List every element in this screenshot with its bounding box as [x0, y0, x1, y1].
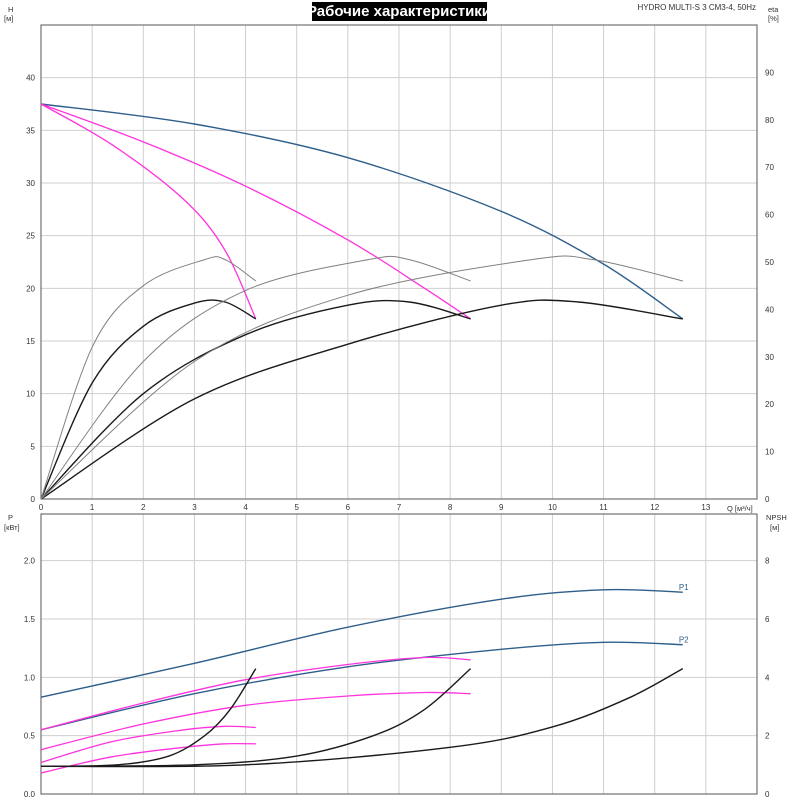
series-line-black-5	[40, 299, 683, 500]
y2-tick-label: 20	[765, 400, 774, 409]
y-tick-label: 0.0	[24, 790, 36, 799]
y-tick-label: 0	[31, 495, 36, 504]
x-tick-label: 6	[346, 503, 351, 512]
y2-tick-label: 70	[765, 163, 774, 172]
y-tick-label: 20	[26, 284, 35, 293]
y2-tick-label: 30	[765, 353, 774, 362]
series-line-black-3	[40, 299, 257, 500]
x-tick-label: 9	[499, 503, 504, 512]
series-line-magenta-5	[40, 742, 256, 774]
y-tick-label: 2.0	[24, 557, 36, 566]
y2-axis-unit-eta: [%]	[768, 14, 779, 23]
x-axis-label: Q [м³/ч]	[727, 504, 753, 513]
y-tick-label: 5	[31, 442, 36, 451]
y2-axis-label-eta: eta	[768, 5, 779, 14]
plot-frame	[40, 24, 758, 500]
y-axis-unit-p: [кВт]	[4, 523, 20, 532]
x-tick-label: 2	[141, 503, 146, 512]
y-tick-label: 1.5	[24, 615, 36, 624]
y2-axis-unit-npsh: [м]	[770, 523, 779, 532]
y2-tick-label: 4	[765, 673, 770, 682]
y-axis-unit-h: [м]	[4, 14, 13, 23]
chart-title: Рабочие характеристики	[307, 3, 491, 20]
x-tick-label: 13	[701, 503, 710, 512]
x-tick-label: 3	[192, 503, 197, 512]
series-line-blue-0	[40, 103, 684, 320]
series-line-black-7	[40, 668, 472, 767]
x-tick-label: 11	[599, 503, 608, 512]
series-line-magenta-2	[40, 103, 257, 320]
x-tick-label: 12	[650, 503, 659, 512]
series-line-p2	[40, 641, 683, 731]
y2-tick-label: 6	[765, 615, 770, 624]
series-line-black-8	[40, 667, 684, 768]
y-tick-label: 1.0	[24, 673, 36, 682]
y-tick-label: 0.5	[24, 732, 36, 741]
series-line-p1	[40, 588, 683, 698]
x-tick-label: 8	[448, 503, 453, 512]
y2-tick-label: 90	[765, 68, 774, 77]
y2-tick-label: 80	[765, 116, 774, 125]
chart-title-box	[312, 2, 487, 21]
y2-tick-label: 10	[765, 448, 774, 457]
series-label-p2: P2	[679, 636, 689, 645]
y-tick-label: 40	[26, 74, 35, 83]
y2-tick-label: 50	[765, 258, 774, 267]
y-axis-label-h: H	[8, 5, 13, 14]
model-label: HYDRO MULTI-S 3 CM3-4, 50Hz	[637, 3, 756, 12]
y-tick-label: 15	[26, 337, 35, 346]
x-tick-label: 7	[397, 503, 402, 512]
series-line-gray-8	[40, 255, 683, 500]
series-label-p1: P1	[679, 583, 689, 592]
x-tick-label: 1	[90, 503, 95, 512]
series-line-gray-6	[40, 256, 257, 500]
series-line-magenta-3	[40, 691, 471, 751]
y-tick-label: 30	[26, 179, 35, 188]
y-tick-label: 10	[26, 390, 35, 399]
y-tick-label: 35	[26, 126, 35, 135]
y-tick-label: 25	[26, 232, 35, 241]
y2-axis-label-npsh: NPSH	[766, 513, 787, 522]
y2-tick-label: 2	[765, 732, 770, 741]
y-axis-label-p: P	[8, 513, 13, 522]
y2-tick-label: 60	[765, 211, 774, 220]
series-line-magenta-1	[40, 103, 471, 320]
series-line-black-4	[40, 299, 471, 500]
x-tick-label: 5	[294, 503, 299, 512]
x-tick-label: 0	[39, 503, 44, 512]
y2-tick-label: 0	[765, 790, 770, 799]
series-line-magenta-4	[40, 725, 256, 764]
x-tick-label: 10	[548, 503, 557, 512]
x-tick-label: 4	[243, 503, 248, 512]
plot-frame	[40, 513, 758, 795]
y2-tick-label: 40	[765, 305, 774, 314]
series-line-magenta-2	[40, 656, 471, 731]
y2-tick-label: 8	[765, 557, 770, 566]
series-line-gray-7	[40, 255, 471, 500]
y2-tick-label: 0	[765, 495, 770, 504]
power-npsh-plot: 0.0 0.5 1.0 1.5 2.0 0 2 4 6 8 P1 P2	[24, 513, 770, 799]
